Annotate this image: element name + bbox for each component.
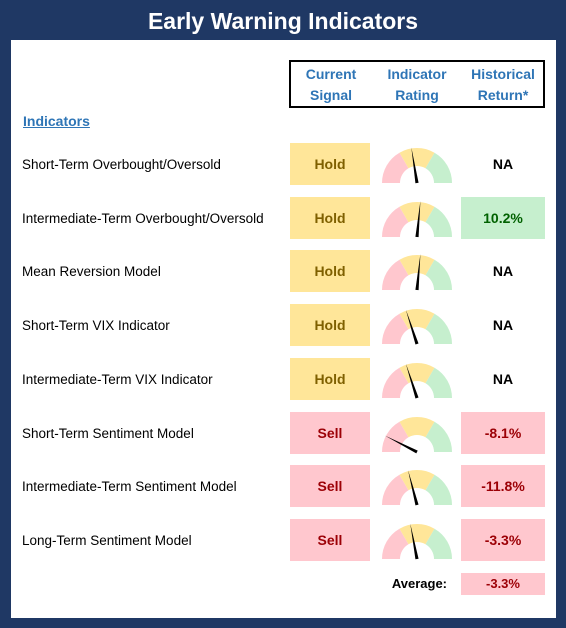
rating-gauge-icon: [382, 309, 452, 345]
signal-badge: Sell: [290, 465, 370, 508]
rating-gauge-icon: [382, 362, 452, 399]
historical-return-value: NA: [492, 370, 514, 387]
indicator-row: Intermediate-Term Overbought/Oversold Hol…: [11, 196, 556, 241]
gauge-green-segment: [425, 474, 452, 506]
average-value: -3.3%: [461, 573, 545, 595]
historical-return-value: -11.8%: [461, 465, 545, 508]
gauge-needle: [411, 147, 419, 184]
indicator-name: Short-Term VIX Indicator: [22, 318, 170, 334]
rating-gauge-icon: [382, 523, 452, 560]
indicator-name: Short-Term Overbought/Oversold: [22, 157, 221, 172]
gauge-green-segment: [425, 206, 452, 237]
rating-gauge-icon: [382, 200, 452, 237]
gauge-needle: [405, 363, 419, 399]
gauge-yellow-segment: [399, 255, 435, 276]
indicator-row: Short-Term VIX Indicator Hold NA: [11, 304, 556, 348]
gauge-green-segment: [425, 313, 452, 345]
indicator-name: Short-Term Sentiment Model: [22, 425, 194, 441]
header-historical-return-line2: Return*: [477, 87, 529, 103]
gauge-needle: [415, 200, 421, 237]
historical-return-value: -8.1%: [461, 411, 545, 454]
indicator-name: Intermediate-Term Sentiment Model: [22, 479, 237, 495]
header-current-signal-line2: Signal: [309, 87, 352, 103]
indicator-name: Mean Reversion Model: [22, 264, 161, 280]
header-historical-return: Historical Return*: [461, 64, 545, 106]
gauge-yellow-segment: [399, 470, 435, 491]
historical-return-value: NA: [492, 263, 514, 280]
rating-gauge-icon: [382, 470, 452, 506]
rating-gauge-icon: [382, 254, 452, 291]
indicator-row: Long-Term Sentiment Model Sell -3.3%: [11, 518, 556, 563]
gauge-red-segment: [382, 313, 409, 345]
gauge-yellow-segment: [399, 148, 435, 169]
gauge-needle: [415, 254, 421, 291]
gauge-green-segment: [425, 152, 452, 183]
indicator-row: Short-Term Sentiment Model Sell -8.1%: [11, 411, 556, 456]
gauge-green-segment: [425, 528, 452, 559]
gauge-red-segment: [382, 367, 409, 398]
signal-badge: Hold: [290, 357, 370, 400]
gauge-needle: [405, 309, 419, 345]
gauge-yellow-segment: [399, 201, 435, 222]
indicator-row: Short-Term Overbought/Oversold Hold NA: [11, 143, 556, 187]
historical-return-value: 10.2%: [461, 196, 545, 239]
signal-badge: Sell: [290, 518, 370, 561]
signal-badge: Sell: [290, 411, 370, 454]
signal-badge: Hold: [290, 196, 370, 239]
gauge-green-segment: [425, 260, 452, 291]
average-label: Average:: [391, 576, 447, 591]
gauge-needle: [410, 523, 419, 560]
section-label-indicators: Indicators: [23, 113, 90, 129]
gauge-red-segment: [382, 206, 409, 237]
gauge-red-segment: [382, 474, 409, 506]
indicator-table: Current Signal Indicator Rating Historic…: [11, 40, 556, 618]
gauge-red-segment: [382, 421, 409, 452]
gauge-needle: [408, 470, 419, 506]
historical-return-value: NA: [492, 317, 514, 334]
gauge-red-segment: [382, 528, 409, 559]
signal-badge: Hold: [290, 250, 370, 293]
gauge-green-segment: [425, 367, 452, 398]
header-current-signal-line1: Current: [305, 66, 357, 82]
header-indicator-rating-line2: Rating: [395, 87, 439, 103]
indicator-name: Long-Term Sentiment Model: [22, 532, 192, 548]
gauge-needle: [384, 435, 418, 453]
rating-gauge-icon: [382, 147, 452, 184]
gauge-yellow-segment: [399, 362, 435, 384]
indicator-name: Intermediate-Term VIX Indicator: [22, 371, 213, 387]
gauge-red-segment: [382, 152, 409, 183]
header-current-signal: Current Signal: [289, 64, 373, 106]
historical-return-value: -3.3%: [461, 518, 545, 561]
header-indicator-rating-line1: Indicator: [387, 66, 447, 82]
gauge-red-segment: [382, 260, 409, 291]
rating-gauge-icon: [382, 416, 452, 453]
signal-badge: Hold: [290, 143, 370, 185]
indicator-row: Intermediate-Term VIX Indicator Hold NA: [11, 357, 556, 402]
indicator-row: Mean Reversion Model Hold NA: [11, 250, 556, 294]
header-indicator-rating: Indicator Rating: [375, 64, 459, 106]
signal-badge: Hold: [290, 304, 370, 347]
gauge-yellow-segment: [399, 523, 435, 545]
indicator-row: Intermediate-Term Sentiment Model Sell -11…: [11, 465, 556, 509]
page-title: Early Warning Indicators: [147, 8, 419, 34]
historical-return-value: NA: [492, 156, 514, 172]
column-header-box: [289, 60, 545, 108]
gauge-yellow-segment: [399, 416, 435, 437]
gauge-green-segment: [425, 421, 452, 452]
gauge-yellow-segment: [399, 309, 435, 330]
header-historical-return-line1: Historical: [471, 66, 535, 82]
indicator-name: Intermediate-Term Overbought/Oversold: [22, 210, 264, 226]
